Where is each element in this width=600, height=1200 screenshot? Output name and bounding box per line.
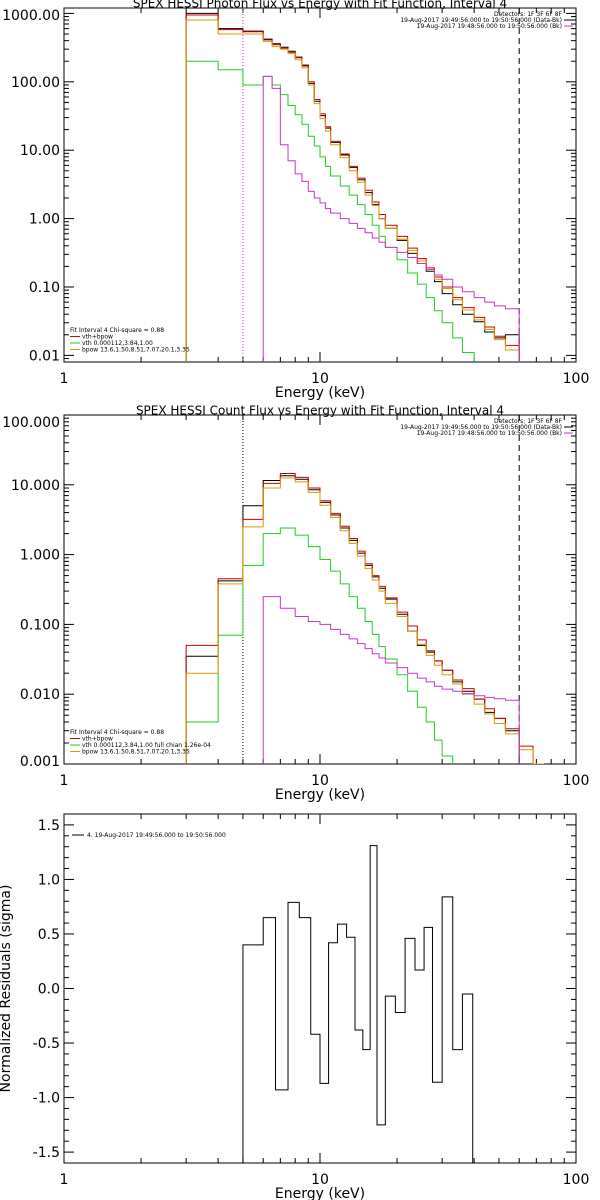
count-flux-panel: 1 10 100 100.000 10.000 1.000 0.100 0.010 0.001 S… <box>2 404 589 804</box>
legend-bottom-entry: Fit Interval 4 Chi-square = 0.88 <box>70 729 164 736</box>
legend-top-entry: 19-Aug-2017 19:49:56.000 to 19:50:56.000… <box>400 17 562 24</box>
y-tick-label: -1.5 <box>33 1145 60 1161</box>
x-axis-label: Energy (keV) <box>275 1186 365 1200</box>
series-bk <box>262 596 520 764</box>
y-tick-label: -0.5 <box>33 1036 60 1052</box>
y-tick-label: 10.000 <box>11 478 60 494</box>
y-tick-label: 0.01 <box>29 348 60 364</box>
series-bk <box>262 75 520 362</box>
y-tick-label: 0.5 <box>38 927 60 943</box>
legend-entry: 4. 19-Aug-2017 19:49:56.000 to 19:50:56.… <box>87 832 226 839</box>
x-tick-label: 100 <box>563 773 590 789</box>
series-vth <box>185 60 475 362</box>
chart-title: SPEX HESSI Count Flux vs Energy with Fit… <box>136 404 504 418</box>
axes-frame <box>63 414 577 765</box>
axes-frame <box>63 7 577 363</box>
series-vth-bpow <box>185 14 520 362</box>
axes-frame <box>63 813 577 1164</box>
x-tick-label: 10 <box>311 773 329 789</box>
y-tick-label: 100.000 <box>2 415 60 431</box>
series-bpow <box>185 477 545 764</box>
series-data-bk <box>185 12 520 362</box>
legend-top-entry: 19-Aug-2017 19:48:56.000 to 19:50:56.000… <box>417 430 562 437</box>
chart-title: SPEX HESSI Photon Flux vs Energy with Fi… <box>133 0 507 11</box>
x-axis-label: Energy (keV) <box>275 385 365 401</box>
y-axis-label: Normalized Residuals (sigma) <box>0 885 14 1093</box>
legend-bottom-entry: bpow 13.6,1.50,8.51,7.07,20.1,3.35 <box>82 749 190 756</box>
series-residuals <box>242 845 474 1163</box>
series-vth <box>185 527 454 764</box>
y-tick-label: 1.000 <box>20 548 60 564</box>
y-tick-label: 100.00 <box>11 75 60 91</box>
y-tick-label: 1.5 <box>38 818 60 834</box>
series-bpow <box>185 19 520 362</box>
y-tick-label: 1.0 <box>38 872 60 888</box>
legend-top-entry: Detectors: 1F 3F 6F 8F <box>494 418 563 425</box>
x-tick-label: 1 <box>60 371 69 387</box>
y-tick-label: -1.0 <box>33 1091 60 1107</box>
legend-top-entry: 19-Aug-2017 19:48:56.000 to 19:50:56.000… <box>417 23 562 30</box>
legend-bottom-entry: vth+bpow <box>82 334 113 341</box>
series-data-bk <box>185 475 520 764</box>
legend-top-entry: 19-Aug-2017 19:49:56.000 to 19:50:56.000… <box>400 424 562 431</box>
legend-bottom-entry: bpow 13.6,1.50,8.51,7.07,20.1,3.35 <box>82 347 190 354</box>
legend-top-entry: Detectors: 1F 3F 6F 8F <box>494 11 563 18</box>
residuals-panel: 1 10 100 1.5 1.0 0.5 0.0 -0.5 -1.0 -1.5 Energy (ke… <box>0 813 590 1200</box>
y-tick-label: 1.00 <box>29 212 60 228</box>
y-tick-label: 0.010 <box>20 687 60 703</box>
x-axis-label: Energy (keV) <box>275 787 365 803</box>
legend-bottom-entry: vth 0.000112,3.84,1.00 full chian 1.26e-… <box>82 742 211 749</box>
legend-bottom-entry: vth 0.000112,3.84,1.00 <box>82 340 153 347</box>
x-tick-label: 10 <box>311 371 329 387</box>
legend-bottom-entry: Fit Interval 4 Chi-square = 0.88 <box>70 327 164 334</box>
x-tick-label: 1 <box>60 773 69 789</box>
y-tick-label: 1000.00 <box>2 8 60 24</box>
x-tick-label: 100 <box>563 1172 590 1188</box>
x-tick-label: 1 <box>60 1172 69 1188</box>
y-tick-label: 10.00 <box>20 143 60 159</box>
y-tick-label: 0.100 <box>20 617 60 633</box>
y-tick-label: 0.001 <box>20 754 60 770</box>
y-tick-label: 0.10 <box>29 280 60 296</box>
series-vth-bpow <box>185 473 534 764</box>
y-tick-label: 0.0 <box>38 982 60 998</box>
x-tick-label: 10 <box>311 1172 329 1188</box>
legend-bottom-entry: vth+bpow <box>82 736 113 743</box>
photon-flux-panel: 1 10 100 1000.00 100.00 10.00 1.00 0.10 0.01 SPEX… <box>2 0 589 401</box>
x-tick-label: 100 <box>563 371 590 387</box>
